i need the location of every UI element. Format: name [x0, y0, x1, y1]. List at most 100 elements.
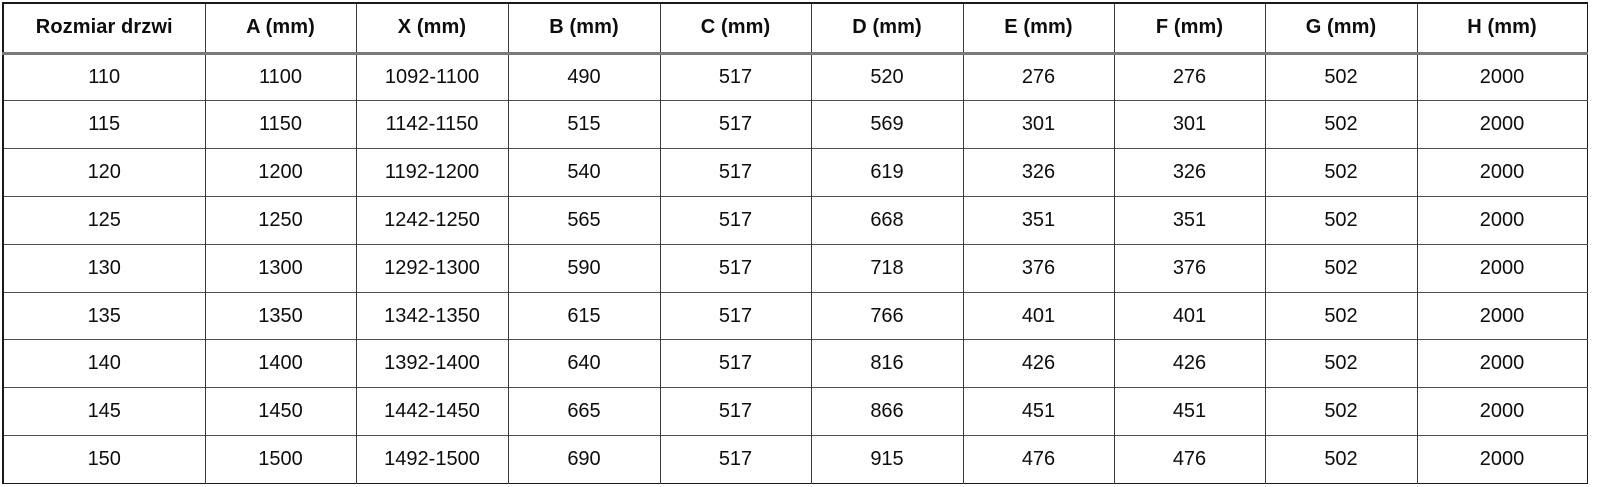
cell-rozmiar-drzwi: 150 [3, 435, 206, 484]
column-header-x: X (mm) [355, 3, 509, 55]
cell-h: 2000 [1416, 243, 1587, 293]
table-row: 120 1200 1192-1200 540 517 619 326 326 5… [3, 148, 1587, 197]
cell-b: 590 [507, 243, 661, 293]
cell-c: 517 [659, 53, 812, 101]
table-header: Rozmiar drzwi A (mm) X (mm) B (mm) C (mm… [3, 3, 1587, 55]
cell-b: 490 [507, 53, 661, 101]
cell-a: 1350 [204, 291, 357, 340]
cell-b: 615 [507, 291, 661, 340]
table-row: 110 1100 1092-1100 490 517 520 276 276 5… [3, 53, 1587, 101]
cell-f: 276 [1113, 53, 1266, 101]
cell-h: 2000 [1416, 291, 1587, 340]
table-body: 110 1100 1092-1100 490 517 520 276 276 5… [3, 53, 1587, 484]
cell-b: 665 [507, 387, 661, 436]
cell-e: 426 [962, 339, 1115, 388]
column-header-a: A (mm) [204, 3, 357, 55]
cell-h: 2000 [1416, 387, 1587, 436]
cell-h: 2000 [1416, 435, 1587, 484]
cell-x: 1342-1350 [355, 291, 509, 340]
cell-x: 1242-1250 [355, 195, 509, 245]
cell-b: 515 [507, 100, 661, 149]
cell-e: 476 [962, 435, 1115, 484]
cell-e: 351 [962, 195, 1115, 245]
table-row: 145 1450 1442-1450 665 517 866 451 451 5… [3, 387, 1587, 436]
cell-h: 2000 [1416, 53, 1587, 101]
cell-g: 502 [1264, 100, 1418, 149]
cell-x: 1442-1450 [355, 387, 509, 436]
cell-x: 1492-1500 [355, 435, 509, 484]
cell-f: 476 [1113, 435, 1266, 484]
cell-a: 1450 [204, 387, 357, 436]
cell-e: 326 [962, 148, 1115, 197]
cell-x: 1392-1400 [355, 339, 509, 388]
cell-g: 502 [1264, 387, 1418, 436]
cell-d: 816 [810, 339, 964, 388]
cell-e: 376 [962, 243, 1115, 293]
table-row: 125 1250 1242-1250 565 517 668 351 351 5… [3, 195, 1587, 245]
cell-h: 2000 [1416, 339, 1587, 388]
cell-d: 619 [810, 148, 964, 197]
cell-g: 502 [1264, 195, 1418, 245]
cell-rozmiar-drzwi: 115 [3, 100, 206, 149]
cell-b: 690 [507, 435, 661, 484]
cell-f: 401 [1113, 291, 1266, 340]
table-row: 150 1500 1492-1500 690 517 915 476 476 5… [3, 435, 1587, 484]
cell-d: 668 [810, 195, 964, 245]
table-row: 130 1300 1292-1300 590 517 718 376 376 5… [3, 243, 1587, 293]
cell-g: 502 [1264, 435, 1418, 484]
cell-rozmiar-drzwi: 145 [3, 387, 206, 436]
column-header-c: C (mm) [659, 3, 812, 55]
cell-c: 517 [659, 435, 812, 484]
cell-d: 718 [810, 243, 964, 293]
column-header-f: F (mm) [1113, 3, 1266, 55]
cell-g: 502 [1264, 339, 1418, 388]
cell-d: 520 [810, 53, 964, 101]
cell-c: 517 [659, 291, 812, 340]
table-header-row: Rozmiar drzwi A (mm) X (mm) B (mm) C (mm… [3, 3, 1587, 55]
cell-a: 1300 [204, 243, 357, 293]
cell-f: 376 [1113, 243, 1266, 293]
cell-a: 1500 [204, 435, 357, 484]
cell-c: 517 [659, 339, 812, 388]
cell-a: 1150 [204, 100, 357, 149]
cell-rozmiar-drzwi: 110 [3, 53, 206, 101]
table-row: 135 1350 1342-1350 615 517 766 401 401 5… [3, 291, 1587, 340]
cell-rozmiar-drzwi: 135 [3, 291, 206, 340]
cell-a: 1100 [204, 53, 357, 101]
cell-e: 276 [962, 53, 1115, 101]
cell-rozmiar-drzwi: 120 [3, 148, 206, 197]
cell-f: 301 [1113, 100, 1266, 149]
cell-rozmiar-drzwi: 125 [3, 195, 206, 245]
column-header-b: B (mm) [507, 3, 661, 55]
cell-g: 502 [1264, 291, 1418, 340]
cell-c: 517 [659, 195, 812, 245]
cell-e: 451 [962, 387, 1115, 436]
cell-e: 401 [962, 291, 1115, 340]
cell-h: 2000 [1416, 148, 1587, 197]
cell-d: 915 [810, 435, 964, 484]
column-header-g: G (mm) [1264, 3, 1418, 55]
cell-d: 866 [810, 387, 964, 436]
cell-a: 1200 [204, 148, 357, 197]
cell-a: 1250 [204, 195, 357, 245]
cell-x: 1092-1100 [355, 53, 509, 101]
cell-b: 640 [507, 339, 661, 388]
cell-h: 2000 [1416, 100, 1587, 149]
cell-e: 301 [962, 100, 1115, 149]
cell-b: 565 [507, 195, 661, 245]
cell-c: 517 [659, 387, 812, 436]
cell-d: 766 [810, 291, 964, 340]
column-header-e: E (mm) [962, 3, 1115, 55]
column-header-d: D (mm) [810, 3, 964, 55]
cell-c: 517 [659, 243, 812, 293]
cell-f: 426 [1113, 339, 1266, 388]
cell-f: 451 [1113, 387, 1266, 436]
cell-x: 1192-1200 [355, 148, 509, 197]
cell-g: 502 [1264, 53, 1418, 101]
cell-g: 502 [1264, 148, 1418, 197]
cell-rozmiar-drzwi: 130 [3, 243, 206, 293]
cell-c: 517 [659, 100, 812, 149]
table-row: 115 1150 1142-1150 515 517 569 301 301 5… [3, 100, 1587, 149]
